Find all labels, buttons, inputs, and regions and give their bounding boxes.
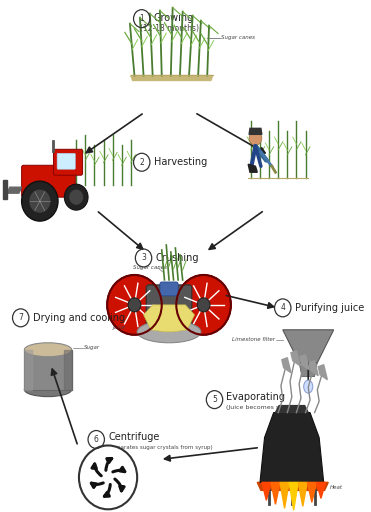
Polygon shape <box>3 180 7 199</box>
Polygon shape <box>24 350 32 390</box>
Polygon shape <box>307 482 316 502</box>
Text: Sugar: Sugar <box>84 345 101 350</box>
Text: 5: 5 <box>212 395 217 404</box>
Text: Growing: Growing <box>154 13 194 23</box>
Text: 7: 7 <box>18 313 23 323</box>
Ellipse shape <box>24 382 72 397</box>
Polygon shape <box>298 482 307 506</box>
Text: (12-18 months): (12-18 months) <box>139 24 198 33</box>
Circle shape <box>69 189 83 205</box>
Polygon shape <box>260 413 324 482</box>
Text: Sugar canes: Sugar canes <box>132 265 167 270</box>
Polygon shape <box>262 482 271 500</box>
Circle shape <box>107 275 162 335</box>
FancyBboxPatch shape <box>160 282 178 296</box>
Polygon shape <box>257 482 328 490</box>
Polygon shape <box>291 351 300 366</box>
Text: 4: 4 <box>280 303 285 312</box>
Polygon shape <box>283 330 334 362</box>
Polygon shape <box>300 355 309 370</box>
Polygon shape <box>276 406 308 413</box>
FancyBboxPatch shape <box>53 150 83 175</box>
Polygon shape <box>131 75 213 80</box>
Polygon shape <box>249 129 262 134</box>
FancyBboxPatch shape <box>57 153 75 169</box>
Ellipse shape <box>24 343 72 357</box>
Circle shape <box>176 275 231 335</box>
Text: 3: 3 <box>141 253 146 263</box>
Text: Limestone filter: Limestone filter <box>232 337 275 343</box>
FancyBboxPatch shape <box>24 350 72 390</box>
Text: 2: 2 <box>139 158 144 167</box>
Polygon shape <box>309 361 318 376</box>
FancyBboxPatch shape <box>22 165 75 197</box>
Polygon shape <box>7 187 22 193</box>
Polygon shape <box>282 358 291 373</box>
Text: Crushing: Crushing <box>155 253 199 263</box>
Polygon shape <box>271 482 280 504</box>
Polygon shape <box>318 365 327 380</box>
Text: Purifying juice: Purifying juice <box>295 303 364 313</box>
Circle shape <box>65 184 88 210</box>
Text: (Juice becomes syrup): (Juice becomes syrup) <box>226 405 296 410</box>
Polygon shape <box>248 164 257 172</box>
Text: Evaporating: Evaporating <box>226 392 285 401</box>
Text: Harvesting: Harvesting <box>154 157 207 167</box>
Circle shape <box>197 298 210 312</box>
Text: (Separates sugar crystals from syrup): (Separates sugar crystals from syrup) <box>108 445 213 450</box>
Ellipse shape <box>137 321 201 343</box>
Circle shape <box>249 132 262 145</box>
Text: 1: 1 <box>139 14 144 23</box>
Polygon shape <box>65 350 72 390</box>
Polygon shape <box>280 482 289 508</box>
Circle shape <box>79 445 137 509</box>
Text: 6: 6 <box>94 435 99 444</box>
Circle shape <box>22 181 58 221</box>
Polygon shape <box>316 482 325 498</box>
Text: Drying and cooling: Drying and cooling <box>33 313 125 323</box>
Polygon shape <box>144 305 194 332</box>
Text: Juice: Juice <box>113 325 126 330</box>
Text: Sugar canes: Sugar canes <box>221 35 255 40</box>
Ellipse shape <box>304 380 313 393</box>
Text: Heat: Heat <box>330 485 343 490</box>
Text: Centrifuge: Centrifuge <box>108 432 160 441</box>
Polygon shape <box>289 482 298 510</box>
Circle shape <box>128 298 141 312</box>
Polygon shape <box>299 362 317 377</box>
Circle shape <box>29 189 51 213</box>
FancyBboxPatch shape <box>146 285 192 329</box>
